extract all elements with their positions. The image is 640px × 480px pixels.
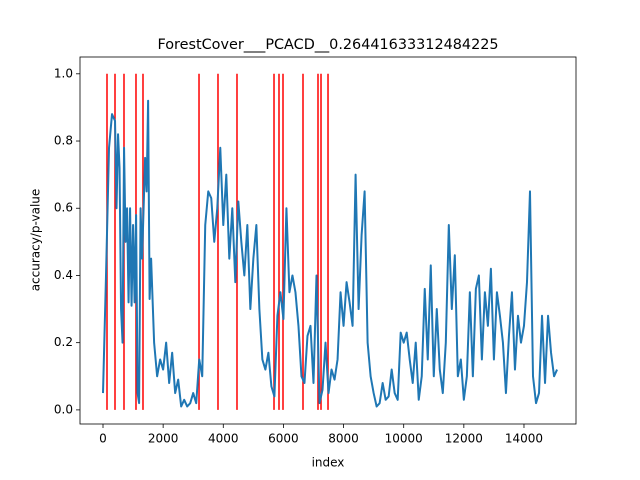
x-tick-label: 8000 [328, 432, 359, 446]
y-tick-label: 0.2 [54, 335, 73, 349]
data-line [102, 99, 558, 408]
x-tick-label: 2000 [148, 432, 179, 446]
x-tick-label: 4000 [208, 432, 239, 446]
x-axis-label: index [312, 456, 345, 470]
x-tick-label: 6000 [268, 432, 299, 446]
y-tick-label: 0.4 [54, 268, 73, 282]
y-tick-label: 1.0 [54, 66, 73, 80]
y-axis-label: accuracy/p-value [29, 189, 43, 292]
x-tick-label: 0 [99, 432, 107, 446]
chart-title: ForestCover___PCACD__0.26441633312484225 [157, 37, 498, 53]
x-tick-label: 10000 [385, 432, 423, 446]
y-tick-label: 0.0 [54, 402, 73, 416]
y-tick-label: 0.6 [54, 201, 73, 215]
y-tick-label: 0.8 [54, 134, 73, 148]
x-tick-label: 12000 [445, 432, 483, 446]
x-tick-label: 14000 [505, 432, 543, 446]
plot-frame [79, 56, 577, 425]
